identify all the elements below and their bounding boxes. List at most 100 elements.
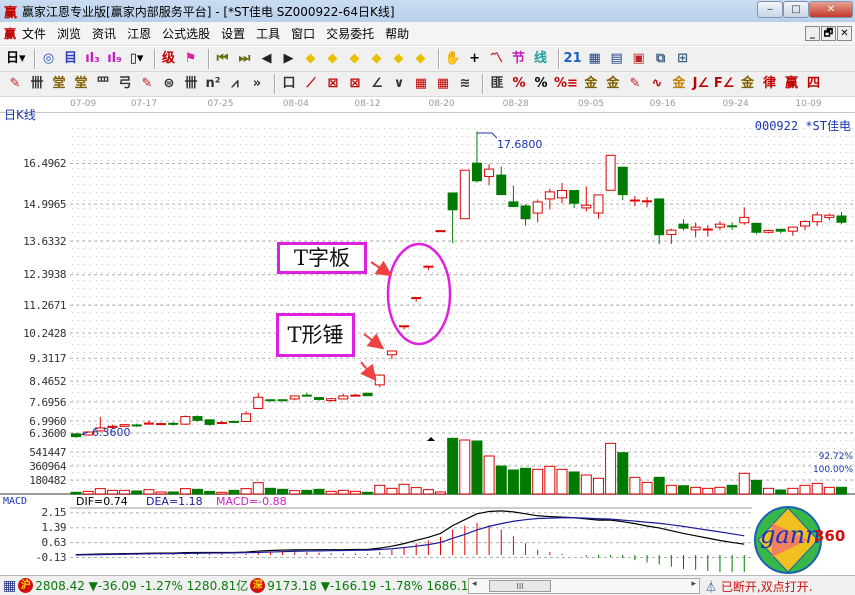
volume-bar — [301, 489, 313, 495]
more-icon[interactable]: » — [252, 76, 262, 91]
date-tick-label: 08-20 — [428, 99, 455, 109]
j-angle-icon[interactable]: J∠ — [692, 76, 710, 91]
angle2-icon[interactable]: ∠ — [371, 76, 383, 91]
gold-bars-icon[interactable]: 堂 — [52, 76, 66, 91]
v-icon[interactable]: ∨ — [393, 76, 405, 91]
brush-icon[interactable]: ✎ — [9, 76, 21, 91]
menu-file[interactable]: 文件 — [22, 27, 47, 41]
grid-icon[interactable]: ▦ — [414, 76, 428, 91]
grid2-icon[interactable]: ▦ — [436, 76, 450, 91]
diamond-move-icon[interactable]: ◆ — [415, 51, 426, 66]
map-icon[interactable]: ◎ — [42, 51, 55, 66]
diamond-all-icon[interactable]: ◆ — [393, 51, 404, 66]
period-day-icon[interactable]: 日▾ — [6, 51, 26, 66]
menu-help[interactable]: 帮助 — [385, 27, 410, 41]
win-angle-icon[interactable]: 赢 — [784, 76, 798, 91]
square-fan-icon[interactable]: ⊠ — [327, 76, 339, 91]
save-icon[interactable]: ▣ — [632, 51, 645, 66]
lines-icon[interactable]: ≋ — [459, 76, 471, 91]
chart9-icon[interactable]: ıl₉ — [107, 51, 122, 66]
volume-bar — [277, 488, 289, 495]
bars2-icon[interactable]: 卌 — [184, 76, 198, 91]
section-icon[interactable]: 节 — [512, 51, 526, 66]
volume-bar — [532, 468, 544, 495]
brush2-icon[interactable]: ✎ — [141, 76, 153, 91]
percent-lines-icon[interactable]: %≡ — [554, 76, 578, 91]
four-angle-icon[interactable]: 四 — [806, 76, 820, 91]
calendar-icon[interactable]: ▦ — [3, 577, 17, 594]
law-angle-icon[interactable]: 律 — [762, 76, 776, 91]
n2-icon[interactable]: n² — [205, 76, 221, 91]
diamond-shrink-icon[interactable]: ◆ — [371, 51, 382, 66]
mdi-minimize-button[interactable]: _ — [805, 26, 820, 41]
angle-icon[interactable]: ⩘ — [231, 76, 239, 91]
circle-ruler-icon[interactable]: ⊜ — [163, 76, 175, 91]
ladder-icon[interactable]: 匪 — [490, 76, 504, 91]
spiral-icon[interactable]: 弓 — [118, 76, 132, 91]
candle-body — [654, 198, 665, 236]
candle-body — [228, 420, 239, 423]
diamond-right-icon[interactable]: ◆ — [327, 51, 338, 66]
level-icon[interactable]: 级 — [162, 51, 176, 66]
diamond-expand-icon[interactable]: ◆ — [349, 51, 360, 66]
line-icon[interactable]: 线 — [534, 51, 548, 66]
annotation-arrow — [370, 260, 393, 277]
network-icon[interactable]: ⧉ — [655, 51, 666, 66]
candle-icon[interactable]: ▯▾ — [129, 51, 144, 66]
horizontal-scrollbar[interactable]: ◂ III ▸ — [468, 578, 700, 594]
chart3-icon[interactable]: ıl₃ — [85, 51, 100, 66]
flag-icon[interactable]: ⚑ — [184, 51, 197, 66]
mdi-close-button[interactable]: ✕ — [837, 26, 852, 41]
menu-trade[interactable]: 交易委托 — [326, 27, 375, 41]
close-button[interactable]: ✕ — [809, 1, 853, 18]
menu-logo-icon[interactable]: 赢 — [4, 27, 17, 41]
maximize-button[interactable]: □ — [783, 1, 809, 18]
axis-tick-label: 1.39 — [41, 521, 67, 535]
box-icon[interactable]: 口 — [282, 76, 296, 91]
gold-angle-icon[interactable]: 金 — [740, 76, 754, 91]
menu-browse[interactable]: 浏览 — [57, 27, 82, 41]
menu-formula[interactable]: 公式选股 — [162, 27, 211, 41]
zigzag-icon[interactable]: 〽 — [490, 51, 504, 66]
gold-lines-icon[interactable]: 金 — [606, 76, 620, 91]
percent-icon[interactable]: % — [534, 76, 548, 91]
menu-info[interactable]: 资讯 — [92, 27, 117, 41]
scroll-left-icon[interactable]: ◂ — [472, 579, 477, 589]
gold-bars2-icon[interactable]: 堂 — [74, 76, 88, 91]
kline-chart[interactable]: 17.6800 6.3600 — [0, 0, 855, 575]
gold-icon[interactable]: 金 — [672, 76, 686, 91]
menu-window[interactable]: 窗口 — [291, 27, 316, 41]
diamond-left-icon[interactable]: ◆ — [305, 51, 316, 66]
last-icon[interactable]: ⏭ — [238, 51, 251, 66]
f-angle-icon[interactable]: F∠ — [713, 76, 735, 91]
sine-icon[interactable]: ∿ — [651, 76, 663, 91]
crosshair-icon[interactable]: + — [469, 51, 480, 66]
percent-fan-icon[interactable]: % — [512, 76, 526, 91]
calculator-icon[interactable]: ▦ — [588, 51, 601, 66]
first-icon[interactable]: ⏮ — [216, 51, 229, 66]
scroll-right-icon[interactable]: ▸ — [691, 579, 696, 589]
left-arrow-icon[interactable]: ◀ — [261, 51, 272, 66]
bars-icon[interactable]: 卌 — [30, 76, 44, 91]
connect-icon[interactable]: ⊞ — [677, 51, 689, 66]
document-icon[interactable]: ▤ — [610, 51, 623, 66]
connection-status[interactable]: ⏃ 已断开,双点打开. — [705, 578, 812, 595]
f-bars-icon[interactable]: 罒 — [96, 76, 110, 91]
fan-icon[interactable]: ⟋ — [306, 76, 316, 91]
volume-bar — [556, 468, 568, 495]
list-icon[interactable]: 目 — [64, 51, 78, 66]
hand-icon[interactable]: ✋ — [444, 51, 461, 66]
brush3-icon[interactable]: ✎ — [629, 76, 641, 91]
menu-tools[interactable]: 工具 — [256, 27, 281, 41]
mdi-restore-button[interactable]: 🗗 — [821, 26, 836, 41]
scroll-thumb[interactable]: III — [489, 580, 551, 592]
candle-body — [241, 413, 252, 422]
calendar-icon[interactable]: 21 — [563, 51, 582, 66]
menu-gann[interactable]: 江恩 — [127, 27, 152, 41]
square-fan2-icon[interactable]: ⊠ — [349, 76, 361, 91]
axis-tick-label: 0.63 — [41, 536, 67, 550]
minimize-button[interactable]: ‒ — [757, 1, 783, 18]
menu-settings[interactable]: 设置 — [221, 27, 246, 41]
gold-circle-icon[interactable]: 金 — [584, 76, 598, 91]
right-arrow-icon[interactable]: ▶ — [283, 51, 294, 66]
